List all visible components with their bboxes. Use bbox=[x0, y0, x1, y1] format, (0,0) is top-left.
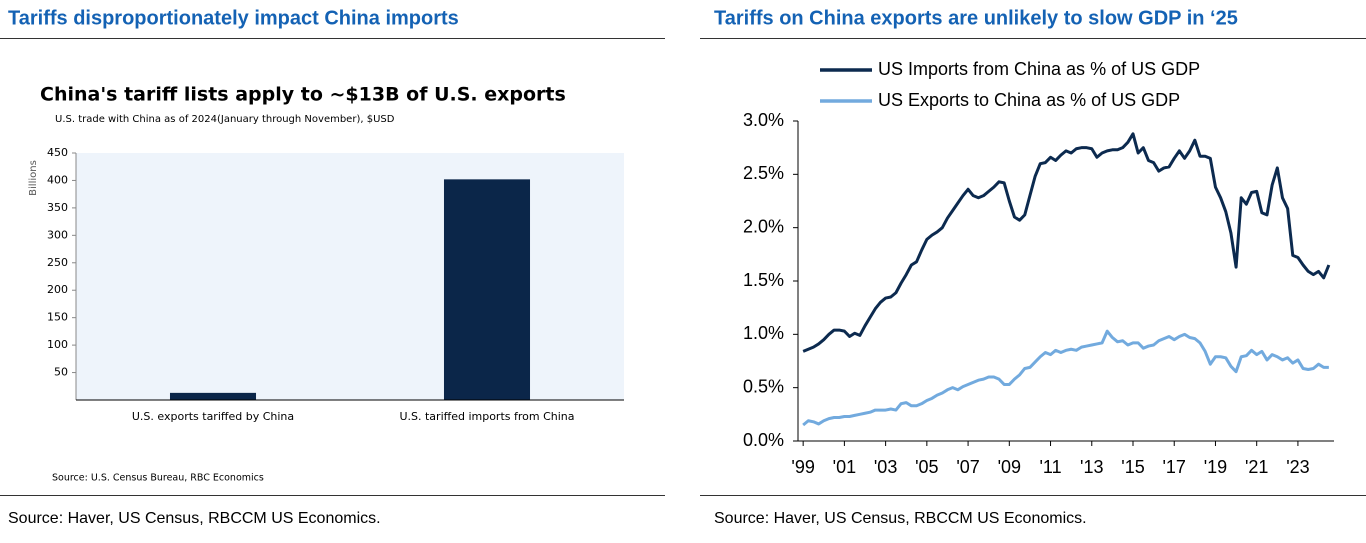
y-tick-label: 200 bbox=[47, 283, 68, 296]
chart-subtitle: U.S. trade with China as of 2024(January… bbox=[55, 114, 395, 125]
y-tick-label: 1.5% bbox=[743, 270, 784, 290]
x-tick-label: U.S. exports tariffed by China bbox=[132, 410, 294, 423]
x-tick-label: '01 bbox=[833, 457, 856, 477]
bar bbox=[443, 179, 531, 400]
bar bbox=[169, 392, 257, 400]
chart-note: Source: U.S. Census Bureau, RBC Economic… bbox=[52, 473, 264, 484]
y-tick-label: 150 bbox=[47, 311, 68, 324]
y-tick-label: 50 bbox=[54, 366, 68, 379]
y-tick-label: 250 bbox=[47, 256, 68, 269]
y-tick-label: 350 bbox=[47, 201, 68, 214]
chart-title: China's tariff lists apply to ~$13B of U… bbox=[40, 84, 566, 106]
x-tick-label: U.S. tariffed imports from China bbox=[399, 410, 574, 423]
x-tick-label: '21 bbox=[1245, 457, 1268, 477]
legend-label: US Imports from China as % of US GDP bbox=[878, 59, 1200, 79]
panel-heading: Tariffs on China exports are unlikely to… bbox=[714, 7, 1238, 29]
x-tick-label: '99 bbox=[791, 457, 814, 477]
x-tick-label: '05 bbox=[915, 457, 938, 477]
y-tick-label: 400 bbox=[47, 173, 68, 186]
x-tick-label: '19 bbox=[1204, 457, 1227, 477]
x-tick-label: '23 bbox=[1286, 457, 1309, 477]
y-tick-label: 300 bbox=[47, 228, 68, 241]
y-tick-label: 100 bbox=[47, 338, 68, 351]
y-axis-label: Billions bbox=[28, 160, 39, 196]
x-tick-label: '07 bbox=[956, 457, 979, 477]
y-tick-label: 3.0% bbox=[743, 110, 784, 130]
y-tick-label: 2.0% bbox=[743, 216, 784, 236]
line-series bbox=[802, 132, 1331, 353]
y-tick-label: 0.5% bbox=[743, 376, 784, 396]
x-tick-label: '11 bbox=[1039, 457, 1061, 477]
source: Source: Haver, US Census, RBCCM US Econo… bbox=[714, 510, 1087, 527]
y-tick-label: 450 bbox=[47, 146, 68, 159]
x-tick-label: '09 bbox=[998, 457, 1021, 477]
x-tick-label: '15 bbox=[1121, 457, 1144, 477]
source: Source: Haver, US Census, RBCCM US Econo… bbox=[8, 510, 381, 527]
y-tick-label: 0.0% bbox=[743, 430, 784, 450]
line-series bbox=[802, 329, 1329, 427]
x-tick-label: '17 bbox=[1162, 457, 1185, 477]
x-tick-label: '13 bbox=[1080, 457, 1103, 477]
plot-background bbox=[76, 153, 624, 400]
legend-label: US Exports to China as % of US GDP bbox=[878, 90, 1180, 110]
x-tick-label: '03 bbox=[874, 457, 897, 477]
y-tick-label: 2.5% bbox=[743, 163, 784, 183]
y-tick-label: 1.0% bbox=[743, 323, 784, 343]
panel-heading: Tariffs disproportionately impact China … bbox=[8, 7, 459, 29]
